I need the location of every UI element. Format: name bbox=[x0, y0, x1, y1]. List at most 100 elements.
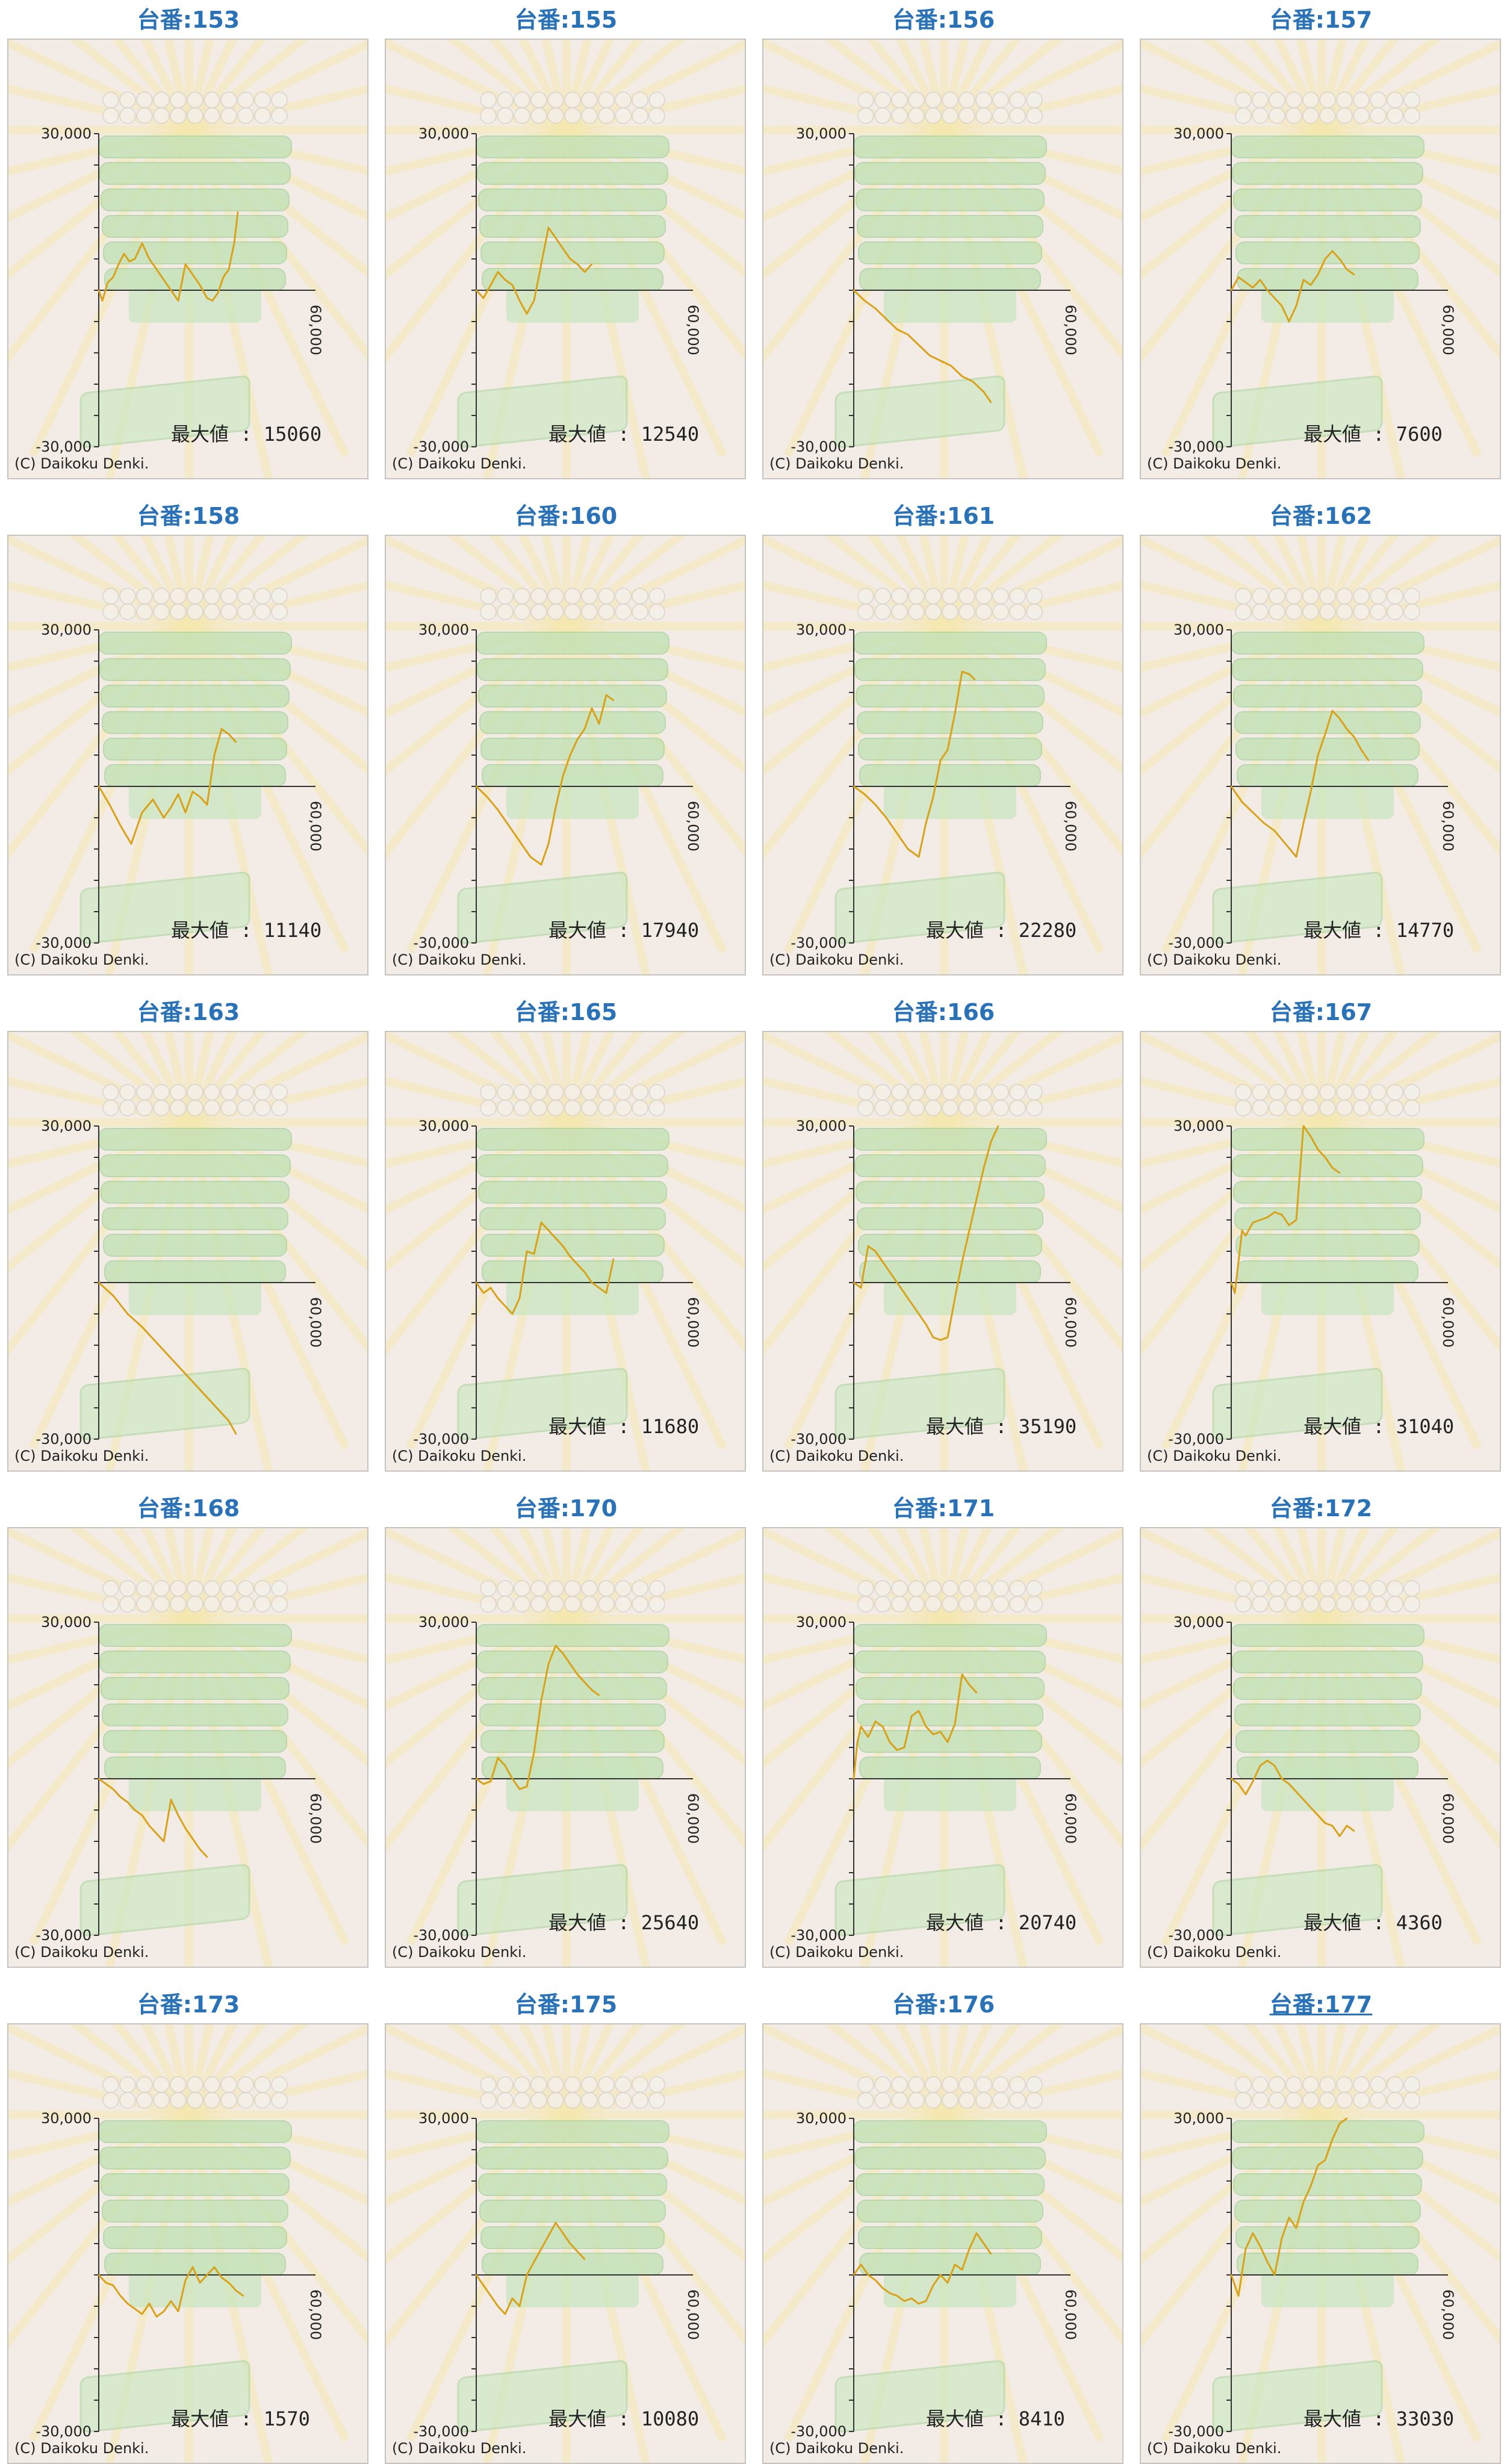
chart-title[interactable]: 台番:161 bbox=[892, 503, 995, 529]
max-value-label: 最大値 : 25640 bbox=[548, 1911, 700, 1934]
data-point bbox=[526, 1785, 528, 1788]
data-point bbox=[903, 1292, 906, 1294]
data-point bbox=[896, 2295, 898, 2297]
chart-title[interactable]: 台番:165 bbox=[514, 999, 618, 1025]
data-point bbox=[170, 1799, 172, 1800]
chart-title[interactable]: 台番:163 bbox=[137, 999, 240, 1025]
data-point bbox=[489, 2295, 492, 2297]
data-point bbox=[1310, 2185, 1312, 2187]
data-point bbox=[1353, 736, 1355, 738]
data-point bbox=[540, 263, 542, 265]
chart-title[interactable]: 台番:167 bbox=[1269, 999, 1373, 1025]
data-point bbox=[163, 1840, 165, 1843]
data-point bbox=[1338, 258, 1341, 260]
chart-card: 台番:162 30,000 -30,000 60,000 最大値 : 14770 (C) … bbox=[1132, 500, 1509, 975]
data-point bbox=[482, 2285, 485, 2286]
data-point bbox=[605, 1292, 607, 1294]
data-point bbox=[98, 289, 100, 291]
y-tick-label: -30,000 bbox=[413, 2423, 469, 2440]
chart-title[interactable]: 台番:158 bbox=[137, 503, 240, 529]
chart-card: 台番:175 30,000 -30,000 60,000 最大値 : 10080 (C) … bbox=[378, 1988, 754, 2464]
data-point bbox=[1244, 1234, 1247, 1237]
chart-title[interactable]: 台番:157 bbox=[1269, 7, 1373, 33]
data-point bbox=[177, 1814, 179, 1816]
chart-card: 台番:155 30,000 -30,000 60,000 最大値 : 12540 (C) … bbox=[378, 4, 754, 479]
chart-title[interactable]: 台番:168 bbox=[137, 1495, 240, 1522]
data-point bbox=[1241, 1230, 1243, 1231]
data-point bbox=[235, 741, 237, 743]
chart-title[interactable]: 台番:170 bbox=[514, 1495, 618, 1522]
data-point bbox=[123, 253, 125, 255]
data-point bbox=[889, 1741, 891, 1743]
data-point bbox=[1281, 1214, 1283, 1216]
data-point bbox=[598, 1287, 600, 1289]
data-point bbox=[583, 2258, 586, 2260]
data-point bbox=[863, 793, 866, 795]
data-point bbox=[907, 334, 909, 335]
data-point bbox=[946, 749, 949, 751]
data-point bbox=[547, 1663, 550, 1665]
x-tick-label: 60,000 bbox=[1440, 305, 1456, 355]
data-point bbox=[983, 1167, 985, 1169]
max-value-label: 最大値 : 31040 bbox=[1303, 1415, 1455, 1438]
chart-title[interactable]: 台番:173 bbox=[137, 1991, 240, 2018]
data-point bbox=[191, 1838, 194, 1840]
chart-title[interactable]: 台番:156 bbox=[892, 7, 995, 33]
chart-card: 台番:171 30,000 -30,000 60,000 最大値 : 20740 (C) … bbox=[755, 1492, 1132, 1968]
copyright-text: (C) Daikoku Denki. bbox=[392, 1944, 527, 1961]
data-point bbox=[475, 1778, 477, 1780]
data-point bbox=[540, 1222, 542, 1224]
chart-title[interactable]: 台番:172 bbox=[1269, 1495, 1373, 1522]
data-point bbox=[1310, 284, 1312, 286]
chart-panel: 30,000 -30,000 60,000 最大値 : 14770 (C) Daikok… bbox=[1140, 535, 1501, 975]
chart-title[interactable]: 台番:175 bbox=[514, 1991, 618, 2018]
x-tick-label: 60,000 bbox=[685, 2289, 701, 2340]
data-point bbox=[990, 2253, 992, 2255]
chart-svg: 30,000 -30,000 60,000 bbox=[8, 2024, 367, 2463]
chart-panel: 30,000 -30,000 60,000 最大値 : 8410 (C) Daikoku… bbox=[762, 2023, 1123, 2464]
chart-title[interactable]: 台番:155 bbox=[514, 7, 618, 33]
data-point bbox=[191, 273, 194, 276]
chart-svg: 30,000 -30,000 60,000 bbox=[8, 1528, 367, 1967]
data-point bbox=[475, 2274, 477, 2276]
chart-title[interactable]: 台番:166 bbox=[892, 999, 995, 1025]
data-point bbox=[1273, 297, 1276, 299]
max-value-label: 最大値 : 4360 bbox=[1303, 1911, 1443, 1934]
max-value-label: 最大値 : 33030 bbox=[1303, 2407, 1455, 2430]
chart-title[interactable]: 台番:176 bbox=[892, 1991, 995, 2018]
max-value-label: 最大値 : 1570 bbox=[171, 2407, 310, 2430]
x-tick-label: 60,000 bbox=[1062, 305, 1079, 355]
data-point bbox=[1230, 1281, 1232, 1284]
background-artwork bbox=[8, 536, 367, 974]
chart-svg: 30,000 -30,000 60,000 bbox=[763, 536, 1122, 974]
copyright-text: (C) Daikoku Denki. bbox=[769, 2440, 904, 2457]
chart-title[interactable]: 台番:177 bbox=[1269, 1991, 1373, 2018]
chart-title[interactable]: 台番:162 bbox=[1269, 503, 1373, 529]
chart-panel: 30,000 -30,000 60,000 最大値 : 7600 (C) Daikoku… bbox=[1140, 39, 1501, 479]
chart-title[interactable]: 台番:160 bbox=[514, 503, 618, 529]
data-point bbox=[1331, 1167, 1334, 1169]
copyright-text: (C) Daikoku Denki. bbox=[14, 2440, 149, 2457]
data-point bbox=[1338, 2123, 1341, 2124]
chart-svg: 30,000 -30,000 60,000 bbox=[763, 40, 1122, 478]
chart-title[interactable]: 台番:171 bbox=[892, 1495, 995, 1522]
data-point bbox=[1241, 801, 1243, 803]
y-tick-label: 30,000 bbox=[418, 621, 469, 638]
data-point bbox=[497, 1757, 499, 1759]
data-point bbox=[1230, 785, 1232, 788]
y-tick-label: -30,000 bbox=[413, 1927, 469, 1944]
chart-panel: 30,000 -30,000 60,000 最大値 : 17940 (C) Daikok… bbox=[385, 535, 746, 975]
y-tick-label: -30,000 bbox=[36, 935, 92, 951]
y-tick-label: -30,000 bbox=[36, 2423, 92, 2440]
data-point bbox=[170, 2300, 172, 2302]
data-point bbox=[860, 2263, 862, 2265]
copyright-text: (C) Daikoku Denki. bbox=[14, 1944, 149, 1961]
data-point bbox=[233, 242, 235, 244]
chart-title[interactable]: 台番:153 bbox=[137, 7, 240, 33]
data-point bbox=[98, 2274, 100, 2276]
data-point bbox=[134, 1809, 136, 1811]
data-point bbox=[547, 2235, 550, 2237]
data-point bbox=[112, 2285, 114, 2286]
copyright-text: (C) Daikoku Denki. bbox=[1147, 1944, 1282, 1961]
y-tick-label: 30,000 bbox=[418, 125, 469, 142]
